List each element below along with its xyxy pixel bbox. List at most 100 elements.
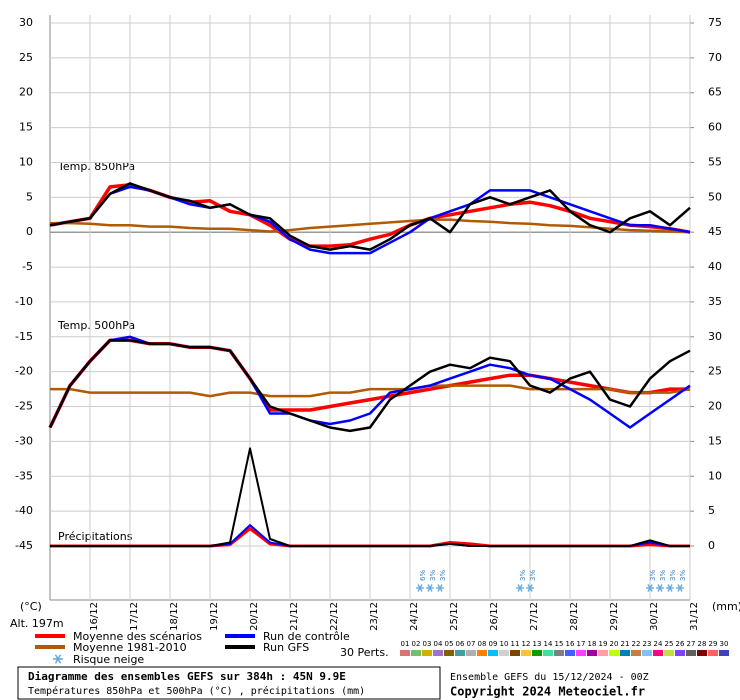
perturbation-label: 23 <box>643 640 652 648</box>
perturbations-label: 30 Perts. <box>340 646 389 659</box>
legend: Moyenne des scénarios Moyenne 1981-2010 … <box>35 630 389 666</box>
snow-label: 6% <box>419 570 427 581</box>
perturbation-swatch <box>543 650 553 656</box>
x-tick-label: 31/12 <box>689 602 700 631</box>
y-tick-label: -25 <box>15 400 33 413</box>
footer-title: Diagramme des ensembles GEFS sur 384h : … <box>28 670 346 683</box>
snow-spoke <box>427 584 433 592</box>
perturbation-swatch <box>708 650 718 656</box>
x-tick-label: 19/12 <box>209 602 220 631</box>
perturbation-swatch <box>422 650 432 656</box>
series-line <box>48 339 691 433</box>
perturbation-swatch <box>477 650 487 656</box>
perturbation-label: 13 <box>533 640 542 648</box>
panel-label: Temp. 850hPa <box>57 160 135 173</box>
y-tick-label: 30 <box>19 16 33 29</box>
perturbation-label: 18 <box>588 640 597 648</box>
y-tick-label: -10 <box>15 295 33 308</box>
y2-tick-label: 15 <box>708 434 722 447</box>
perturbation-swatch <box>444 650 454 656</box>
perturbation-label: 14 <box>544 640 553 648</box>
precip-line <box>50 447 690 547</box>
snow-label: 3% <box>429 570 437 581</box>
y2-tick-label: 75 <box>708 16 722 29</box>
perturbation-label: 12 <box>522 640 531 648</box>
snow-spoke <box>437 584 443 592</box>
snow-spoke <box>647 584 653 592</box>
perturbation-swatch <box>598 650 608 656</box>
snow-spoke <box>677 584 683 592</box>
perturbation-swatch <box>664 650 674 656</box>
series-line <box>50 218 691 234</box>
snow-marker <box>646 584 654 592</box>
perturbation-label: 22 <box>632 640 641 648</box>
x-tick-label: 21/12 <box>289 602 300 631</box>
perturbation-swatch <box>609 650 619 656</box>
y-tick-label: 10 <box>19 155 33 168</box>
perturbation-label: 15 <box>555 640 564 648</box>
perturbation-swatch <box>675 650 685 656</box>
x-tick-label: 30/12 <box>649 602 660 631</box>
y2-tick-label: 65 <box>708 86 722 99</box>
perturbation-label: 25 <box>665 640 674 648</box>
footer-box <box>17 666 441 700</box>
perturbation-label: 06 <box>456 640 465 648</box>
perturbation-swatch <box>642 650 652 656</box>
perturbation-swatch <box>433 650 443 656</box>
legend-label: Run GFS <box>263 641 309 654</box>
y-tick-label: 25 <box>19 51 33 64</box>
y-axis-label: (°C) <box>20 600 42 613</box>
perturbation-label: 21 <box>621 640 630 648</box>
x-tick-label: 24/12 <box>409 602 420 631</box>
y-tick-label: 15 <box>19 121 33 134</box>
perturbation-label: 27 <box>687 640 696 648</box>
x-tick-label: 20/12 <box>249 602 260 631</box>
y-tick-label: -20 <box>15 365 33 378</box>
y-tick-label: -35 <box>15 469 33 482</box>
legend-label: Risque neige <box>73 653 144 666</box>
perturbation-swatch <box>554 650 564 656</box>
perturbation-label: 19 <box>599 640 608 648</box>
snow-label: 3% <box>649 570 657 581</box>
x-tick-label: 22/12 <box>329 602 340 631</box>
perturbation-swatch <box>620 650 630 656</box>
y-tick-label: 0 <box>26 225 33 238</box>
y2-tick-label: 10 <box>708 469 722 482</box>
perturbation-label: 08 <box>478 640 487 648</box>
perturbation-swatch <box>499 650 509 656</box>
series-line <box>50 384 691 398</box>
y2-tick-label: 25 <box>708 365 722 378</box>
perturbation-swatch <box>532 650 542 656</box>
run-info: Ensemble GEFS du 15/12/2024 - 00Z <box>450 672 649 683</box>
y-tick-label: -45 <box>15 539 33 552</box>
snow-label: 3% <box>679 570 687 581</box>
y2-tick-label: 5 <box>708 504 715 517</box>
perturbation-swatch <box>400 650 410 656</box>
snow-marker <box>416 584 424 592</box>
perturbation-swatch <box>653 650 663 656</box>
snow-icon <box>53 654 63 664</box>
perturbation-label: 05 <box>445 640 454 648</box>
perturbation-swatch <box>576 650 586 656</box>
perturbation-label: 07 <box>467 640 476 648</box>
perturbation-label: 01 <box>401 640 410 648</box>
copyright: Copyright 2024 Meteociel.fr <box>450 685 645 699</box>
perturbation-label: 24 <box>654 640 663 648</box>
perturbation-label: 20 <box>610 640 619 648</box>
panel-label: Temp. 500hPa <box>57 319 135 332</box>
x-tick-label: 23/12 <box>369 602 380 631</box>
perturbation-swatch <box>631 650 641 656</box>
snow-marker <box>516 584 524 592</box>
x-tick-label: 26/12 <box>489 602 500 631</box>
perturbation-swatch <box>455 650 465 656</box>
snow-marker <box>426 584 434 592</box>
perturbation-swatch <box>411 650 421 656</box>
series-line <box>49 182 691 251</box>
snow-marker <box>656 584 664 592</box>
x-tick-label: 17/12 <box>129 602 140 631</box>
perturbation-swatch <box>510 650 520 656</box>
snow-marker <box>436 584 444 592</box>
snow-label: 3% <box>659 570 667 581</box>
snow-marker <box>666 584 674 592</box>
